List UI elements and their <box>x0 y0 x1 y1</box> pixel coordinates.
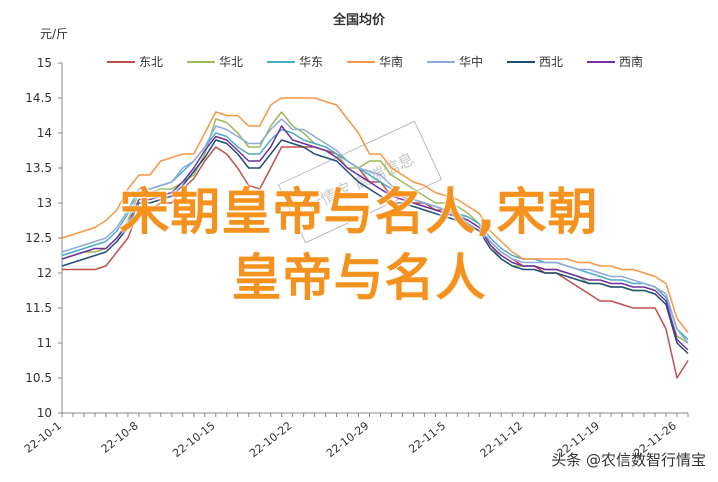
series-line-西北 <box>61 139 689 355</box>
legend-label: 西北 <box>539 55 563 69</box>
legend-item: 华东 <box>267 55 323 69</box>
x-tick-label: 22-10-22 <box>247 419 294 460</box>
legend-item: 华北 <box>187 55 243 69</box>
y-tick-label: 11 <box>37 336 52 350</box>
y-tick-label: 13.5 <box>25 161 52 175</box>
series-line-华中 <box>61 118 689 344</box>
x-tick-label: 22-11-5 <box>406 419 448 456</box>
overlay-headline-1: 宋朝皇帝与名人,宋朝 <box>119 183 599 241</box>
y-tick-label: 10.5 <box>25 371 52 385</box>
legend-label: 西南 <box>619 54 643 69</box>
y-tick-label: 13 <box>37 196 52 210</box>
series-line-东北 <box>62 146 689 379</box>
legend-item: 华中 <box>427 54 483 69</box>
y-tick-label: 11.5 <box>25 301 52 315</box>
x-tick-label: 22-10-29 <box>324 419 371 460</box>
overlay-headline-2: 皇帝与名人 <box>231 249 487 307</box>
source-credit: 头条 @农信数智行情宝 <box>551 451 706 469</box>
series-lines <box>61 97 689 379</box>
series-line-华北 <box>61 111 689 344</box>
y-tick-label: 12.5 <box>25 231 52 245</box>
legend-label: 华中 <box>459 54 483 69</box>
y-tick-label: 12 <box>37 266 52 280</box>
legend-item: 西北 <box>507 55 563 69</box>
y-axis-ticks: 10 10.5 11 11.5 12 12.5 13 13.5 14 14.5 15 <box>25 56 62 420</box>
legend-label: 华北 <box>219 55 243 69</box>
y-tick-label: 14 <box>37 126 52 140</box>
y-axis-label: 元/斤 <box>40 27 68 41</box>
x-tick-label: 22-10-15 <box>170 419 217 460</box>
legend-item: 东北 <box>107 55 163 69</box>
legend-label: 华南 <box>379 54 403 69</box>
x-tick-label: 22-10-1 <box>22 419 64 456</box>
y-tick-label: 14.5 <box>25 91 52 105</box>
legend: 东北 华北 华东 华南 华中 西北 西南 <box>107 54 643 69</box>
y-tick-label: 10 <box>37 406 52 420</box>
legend-item: 华南 <box>347 54 403 69</box>
series-line-华南 <box>61 97 689 333</box>
legend-label: 东北 <box>139 55 163 69</box>
series-line-西南 <box>61 125 689 351</box>
chart-title: 全国均价 <box>332 12 386 28</box>
y-tick-label: 15 <box>37 56 52 70</box>
x-tick-label: 22-10-8 <box>99 419 141 456</box>
x-tick-label: 22-11-12 <box>478 419 525 460</box>
legend-item: 西南 <box>587 54 643 69</box>
legend-label: 华东 <box>299 55 323 69</box>
